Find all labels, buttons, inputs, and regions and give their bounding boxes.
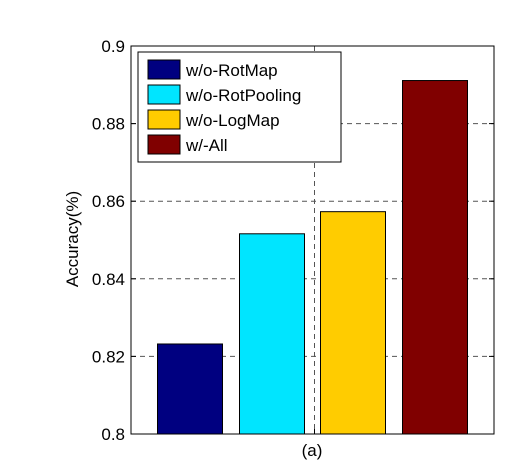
y-tick-label-1: 0.8 xyxy=(101,425,125,444)
y-tick-label-6: 0.9 xyxy=(101,37,125,56)
legend: w/o-RotMap w/o-RotPooling w/o-LogMap w/-All xyxy=(137,51,342,163)
legend-label-1: w/o-RotMap xyxy=(185,61,278,80)
bar-4 xyxy=(402,80,468,435)
y-axis-label: Accuracy(%) xyxy=(63,191,82,287)
y-tick-label-3: 0.84 xyxy=(92,270,125,289)
bars-layer xyxy=(157,80,468,435)
bar-3 xyxy=(320,211,386,435)
y-tick-label-4: 0.86 xyxy=(92,192,125,211)
legend-swatch-3 xyxy=(147,109,181,130)
y-tick-label-5: 0.88 xyxy=(92,115,125,134)
legend-label-4: w/-All xyxy=(185,136,228,155)
axes-layer: 0.8 0.82 0.84 0.86 0.88 0.9 xyxy=(92,37,495,444)
legend-label-3: w/o-LogMap xyxy=(185,111,280,130)
plot-frame xyxy=(130,45,495,435)
bar-1 xyxy=(157,343,223,435)
legend-swatch-4 xyxy=(147,134,181,155)
legend-swatch-2 xyxy=(147,84,181,105)
y-tick-label-2: 0.82 xyxy=(92,347,125,366)
legend-label-2: w/o-RotPooling xyxy=(185,86,301,105)
x-axis-label: (a) xyxy=(302,441,323,460)
legend-swatch-1 xyxy=(147,59,181,80)
bar-2 xyxy=(239,233,305,435)
